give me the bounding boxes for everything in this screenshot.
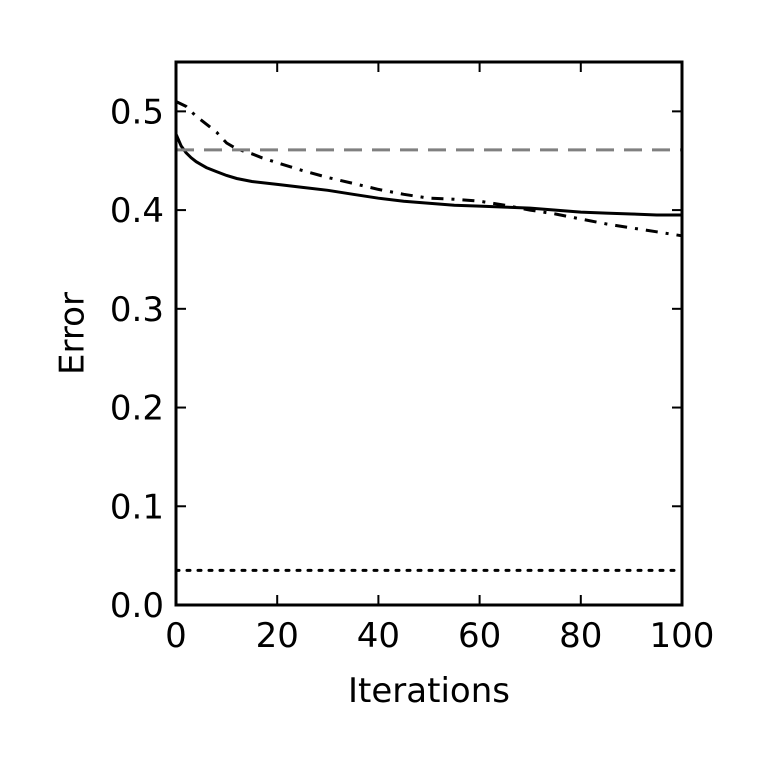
- ticks-layer: 0 20 40 60 80 100 0.0 0.1 0.2 0.3 0.4 0.5: [110, 62, 715, 656]
- series-layer: [174, 100, 684, 572]
- series-line-solid: [174, 133, 682, 217]
- plot-frame: [174, 60, 684, 607]
- x-tick-label: 40: [357, 616, 400, 656]
- x-tick-label: 0: [165, 616, 187, 656]
- x-tick-label: 20: [256, 616, 299, 656]
- y-tick-label: 0.4: [110, 191, 164, 231]
- x-tick-label: 60: [458, 616, 501, 656]
- series-line-dashdot: [175, 100, 683, 238]
- y-tick-label: 0.0: [110, 586, 164, 626]
- x-tick-label: 80: [559, 616, 602, 656]
- y-tick-label: 0.1: [110, 487, 164, 527]
- y-tick-label: 0.2: [110, 389, 164, 429]
- y-axis-title: Error: [53, 292, 93, 375]
- x-tick-label: 100: [650, 616, 715, 656]
- y-tick-label: 0.3: [110, 290, 164, 330]
- y-tick-label: 0.5: [110, 92, 164, 132]
- x-axis-title: Iterations: [348, 671, 510, 711]
